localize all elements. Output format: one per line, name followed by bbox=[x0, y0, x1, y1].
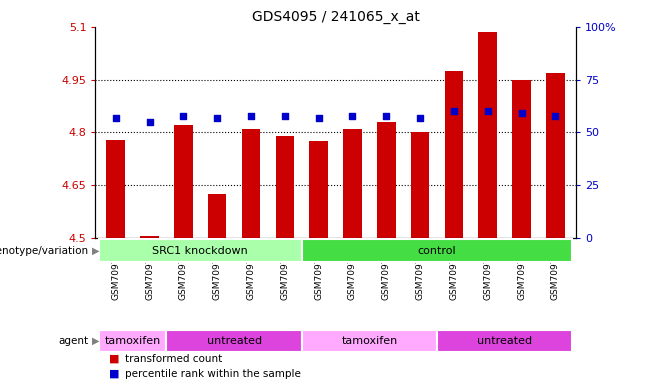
Text: SRC1 knockdown: SRC1 knockdown bbox=[153, 245, 248, 256]
Text: tamoxifen: tamoxifen bbox=[105, 336, 161, 346]
Point bbox=[449, 108, 459, 114]
Point bbox=[178, 113, 189, 119]
Bar bbox=[478, 32, 497, 238]
Bar bbox=[343, 129, 362, 238]
Text: ■: ■ bbox=[109, 369, 119, 379]
Text: agent: agent bbox=[59, 336, 89, 346]
Bar bbox=[99, 329, 166, 352]
Text: genotype/variation: genotype/variation bbox=[0, 245, 89, 256]
Bar bbox=[411, 132, 430, 238]
Text: ▶: ▶ bbox=[92, 245, 99, 256]
Bar bbox=[241, 129, 261, 238]
Point bbox=[245, 113, 256, 119]
Bar bbox=[140, 236, 159, 238]
Text: tamoxifen: tamoxifen bbox=[342, 336, 397, 346]
Text: ▶: ▶ bbox=[92, 336, 99, 346]
Bar bbox=[546, 73, 565, 238]
Point bbox=[517, 111, 527, 117]
Text: transformed count: transformed count bbox=[125, 354, 222, 364]
Text: control: control bbox=[418, 245, 457, 256]
Point bbox=[415, 115, 426, 121]
Point bbox=[381, 113, 392, 119]
Text: untreated: untreated bbox=[477, 336, 532, 346]
Text: ■: ■ bbox=[109, 354, 119, 364]
Bar bbox=[377, 122, 395, 238]
Bar bbox=[99, 239, 302, 262]
Title: GDS4095 / 241065_x_at: GDS4095 / 241065_x_at bbox=[251, 10, 420, 25]
Bar bbox=[276, 136, 294, 238]
Bar bbox=[513, 80, 531, 238]
Bar bbox=[309, 141, 328, 238]
Point bbox=[313, 115, 324, 121]
Bar bbox=[166, 329, 302, 352]
Point bbox=[482, 108, 493, 114]
Text: percentile rank within the sample: percentile rank within the sample bbox=[125, 369, 301, 379]
Point bbox=[347, 113, 358, 119]
Bar bbox=[107, 139, 125, 238]
Bar bbox=[445, 71, 463, 238]
Point bbox=[280, 113, 290, 119]
Point bbox=[111, 115, 121, 121]
Point bbox=[212, 115, 222, 121]
Bar bbox=[302, 329, 437, 352]
Point bbox=[550, 113, 561, 119]
Bar bbox=[302, 239, 572, 262]
Bar bbox=[174, 126, 193, 238]
Bar bbox=[437, 329, 572, 352]
Text: untreated: untreated bbox=[207, 336, 262, 346]
Point bbox=[144, 119, 155, 125]
Bar bbox=[208, 194, 226, 238]
